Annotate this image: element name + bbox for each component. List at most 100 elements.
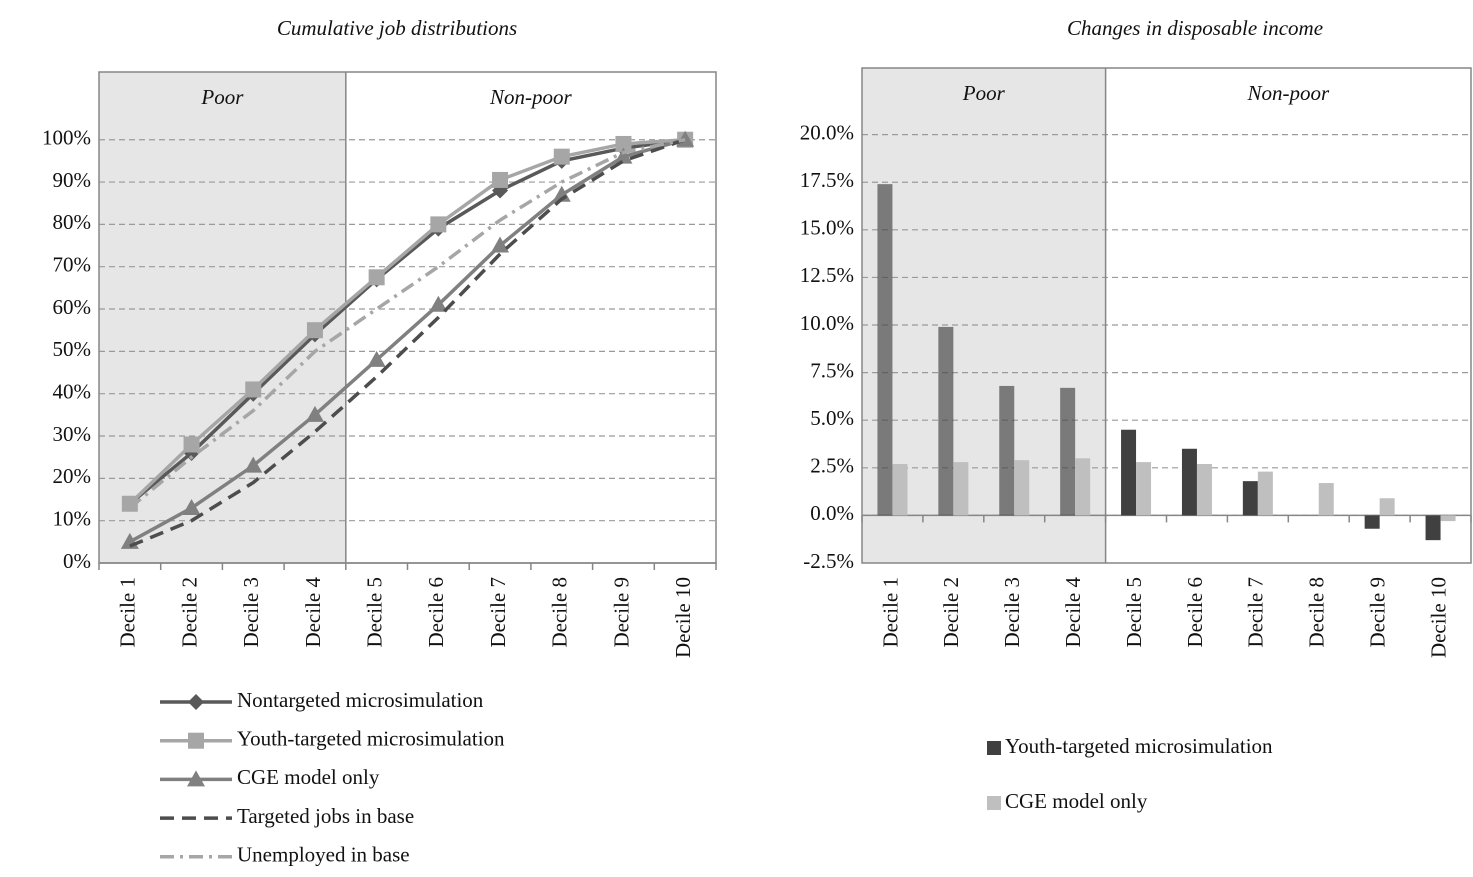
y-tick-label: 10.0% [800, 311, 854, 335]
poor-region [99, 72, 346, 563]
point-marker [614, 147, 633, 164]
legend-label: CGE model only [237, 765, 380, 789]
bar [1364, 515, 1380, 529]
bar [877, 184, 893, 516]
bar [1257, 471, 1273, 516]
y-tick-label: 10% [53, 506, 92, 530]
x-tick-label: Decile 5 [1122, 577, 1146, 648]
point-marker [305, 405, 324, 422]
bar [953, 462, 969, 516]
legend-label: Youth-targeted microsimulation [1005, 734, 1273, 758]
point-marker [430, 216, 447, 233]
y-tick-label: 0% [63, 549, 91, 573]
x-tick-label: Decile 3 [239, 577, 263, 648]
x-tick-label: Decile 7 [486, 577, 510, 648]
region-label: Poor [200, 85, 244, 109]
bar [1440, 515, 1456, 522]
bar [938, 326, 954, 516]
y-tick-label: 12.5% [800, 263, 854, 287]
point-marker [553, 148, 570, 165]
point-marker [244, 456, 263, 473]
x-tick-label: Decile 4 [301, 577, 325, 648]
series-line [128, 137, 686, 506]
point-marker [429, 295, 448, 312]
point-marker [183, 436, 200, 453]
bar [1014, 460, 1030, 516]
x-tick-label: Decile 9 [609, 577, 633, 648]
legend-label: Targeted jobs in base [237, 804, 414, 828]
bar [1425, 515, 1441, 541]
region-label: Poor [962, 81, 1006, 105]
bar [1181, 448, 1197, 516]
plot-frame [861, 67, 1472, 564]
y-tick-label: 2.5% [810, 454, 854, 478]
x-tick-label: Decile 2 [177, 577, 201, 648]
y-tick-label: 0.0% [810, 501, 854, 525]
y-tick-label: 90% [53, 168, 92, 192]
point-marker [368, 269, 385, 286]
x-tick-label: Decile 2 [939, 577, 963, 648]
x-tick-label: Decile 3 [1000, 577, 1024, 648]
bar [1196, 464, 1212, 516]
y-tick-label: 60% [53, 295, 92, 319]
legend-swatch [987, 796, 1001, 810]
x-tick-label: Decile 8 [548, 577, 572, 648]
y-tick-label: -2.5% [803, 549, 854, 573]
series-line [128, 137, 686, 506]
y-tick-label: 100% [42, 126, 91, 150]
x-tick-label: Decile 10 [671, 577, 695, 658]
bar [1318, 483, 1334, 516]
point-marker [492, 171, 509, 188]
y-tick-label: 15.0% [800, 216, 854, 240]
bar [1121, 429, 1137, 516]
y-tick-label: 50% [53, 337, 92, 361]
x-tick-label: Decile 5 [362, 577, 386, 648]
region-label: Non-poor [489, 85, 573, 109]
legend-swatch [987, 741, 1001, 755]
point-marker [121, 495, 138, 512]
bar [999, 385, 1015, 516]
x-tick-label: Decile 9 [1365, 577, 1389, 648]
chart-title: Cumulative job distributions [277, 16, 517, 40]
legend-marker [188, 694, 204, 710]
legend-label: Youth-targeted microsimulation [237, 727, 505, 751]
y-tick-label: 70% [53, 253, 92, 277]
point-marker [615, 135, 632, 152]
y-tick-label: 20% [53, 464, 92, 488]
point-marker [306, 322, 323, 339]
legend-marker [188, 732, 204, 749]
y-tick-label: 30% [53, 422, 92, 446]
legend-label: CGE model only [1005, 789, 1148, 813]
y-tick-label: 5.0% [810, 406, 854, 430]
x-tick-label: Decile 4 [1061, 577, 1085, 648]
series-line [129, 138, 686, 548]
y-tick-label: 80% [53, 210, 92, 234]
x-tick-label: Decile 1 [878, 577, 902, 648]
legend-label: Unemployed in base [237, 843, 410, 867]
y-tick-label: 7.5% [810, 358, 854, 382]
x-tick-label: Decile 10 [1426, 577, 1450, 658]
y-tick-label: 17.5% [800, 168, 854, 192]
series-line [129, 138, 686, 544]
x-tick-label: Decile 8 [1305, 577, 1329, 648]
bar [1379, 498, 1395, 516]
chart-title: Changes in disposable income [1067, 16, 1323, 40]
region-label: Non-poor [1246, 81, 1330, 105]
point-marker [182, 498, 201, 515]
y-tick-label: 20.0% [800, 120, 854, 144]
legend-marker [187, 770, 205, 787]
point-marker [367, 350, 386, 367]
bar [1136, 462, 1152, 516]
x-tick-label: Decile 6 [1183, 577, 1207, 648]
x-tick-label: Decile 7 [1244, 577, 1268, 648]
bar [1060, 387, 1076, 516]
y-tick-label: 40% [53, 380, 92, 404]
x-tick-label: Decile 1 [116, 577, 140, 648]
series-line [128, 138, 686, 510]
bar [1075, 458, 1091, 516]
point-marker [245, 381, 262, 398]
bar [1242, 481, 1258, 516]
point-marker [491, 236, 510, 253]
x-tick-label: Decile 6 [424, 577, 448, 648]
